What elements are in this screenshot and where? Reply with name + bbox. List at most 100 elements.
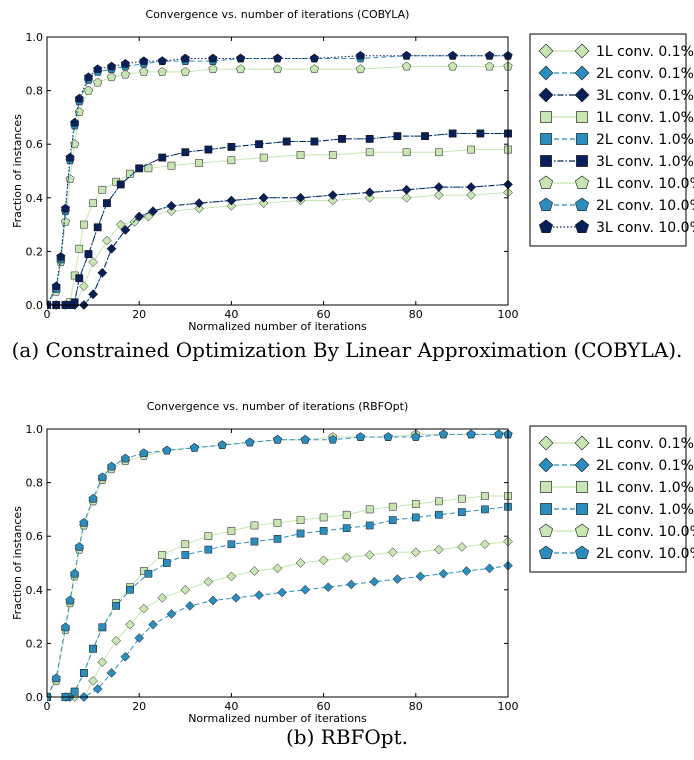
rbfopt-series-0-point	[138, 603, 149, 614]
cobyla-series-0-point	[364, 192, 375, 203]
rbfopt-xtick-label: 100	[498, 700, 519, 713]
cobyla-series-2-point	[364, 187, 375, 198]
rbfopt-ytick-label: 0.8	[26, 477, 44, 490]
cobyla-series-3-point	[167, 161, 176, 170]
cobyla-series-5-point	[338, 134, 346, 143]
rbfopt-xtick-label: 60	[317, 700, 331, 713]
cobyla-series-6-point	[236, 64, 246, 74]
rbfopt-series-0-point	[295, 558, 306, 568]
rbfopt-series-5-point	[300, 434, 310, 444]
rbfopt-ytick-label: 0.4	[26, 584, 44, 597]
rbfopt-series-3-point	[296, 529, 305, 538]
rbfopt-series-0-point	[272, 563, 283, 574]
cobyla-series-6-point	[208, 64, 218, 74]
rbfopt-series-0-point	[433, 544, 444, 555]
cobyla-xtick-label: 80	[409, 308, 423, 321]
cobyla-series-0-point	[166, 206, 177, 217]
cobyla-legend-label: 1L conv. 1.0%	[596, 110, 694, 126]
cobyla-series-2-point	[295, 192, 306, 203]
rbfopt-xtick-label: 20	[132, 700, 146, 713]
rbfopt-legend-marker	[574, 545, 590, 559]
cobyla-series-5-point	[310, 137, 319, 146]
cobyla-series-8-point	[65, 152, 75, 162]
cobyla-series-8-point	[83, 72, 94, 82]
rbfopt-series-5-point	[79, 517, 89, 527]
rbfopt-caption: (b) RBFOpt.	[286, 725, 408, 749]
rbfopt-series-5-point	[217, 440, 227, 449]
rbfopt-legend-marker	[574, 457, 590, 473]
rbfopt-series-2-point	[481, 492, 489, 500]
cobyla-series-3-line	[47, 149, 508, 306]
rbfopt-legend-marker	[538, 457, 554, 473]
rbfopt-ytick-label: 0.0	[26, 691, 44, 704]
rbfopt-legend-label: 2L conv. 10.0%	[596, 546, 694, 562]
cobyla-series-3-point	[227, 156, 236, 165]
cobyla-legend-marker	[574, 197, 590, 211]
cobyla-legend-marker	[538, 219, 554, 233]
cobyla-series-5-point	[75, 274, 84, 283]
cobyla-legend-marker	[538, 197, 554, 211]
cobyla-series-8-point	[309, 53, 319, 63]
rbfopt-series-3-point	[80, 669, 88, 677]
rbfopt-ylabel: Fraction of instances	[11, 506, 24, 620]
cobyla-series-0-point	[258, 198, 269, 209]
rbfopt-series-5-point	[411, 432, 421, 441]
rbfopt-series-0-point	[318, 555, 329, 566]
cobyla-series-8-point	[157, 56, 167, 66]
cobyla-xtick-label: 100	[498, 308, 519, 321]
cobyla-series-3-point	[296, 151, 305, 159]
cobyla-legend-marker	[574, 65, 590, 81]
rbfopt-series-2-point	[458, 494, 466, 503]
cobyla-ytick-label: 0.8	[26, 85, 44, 98]
cobyla-series-0-point	[327, 195, 338, 206]
rbfopt-series-1-point	[323, 582, 334, 592]
cobyla-series-6-point	[93, 77, 103, 87]
rbfopt-series-1-point	[392, 574, 403, 584]
rbfopt-series-5-point	[60, 622, 71, 632]
rbfopt-series-5-point	[245, 437, 255, 447]
cobyla-series-2-point	[433, 182, 444, 192]
cobyla-series-2-point	[327, 190, 338, 200]
cobyla-series-5-point	[70, 298, 79, 307]
rbfopt-series-3-point	[458, 508, 466, 516]
rbfopt-series-2-point	[342, 510, 351, 519]
rbfopt-series-2-point	[365, 505, 374, 514]
rbfopt-series-2-point	[319, 513, 328, 522]
rbfopt-legend-label: 1L conv. 0.1%	[596, 436, 694, 452]
cobyla-series-8-line	[47, 55, 508, 306]
rbfopt-legend-label: 1L conv. 10.0%	[596, 524, 694, 540]
rbfopt-series-5-point	[466, 429, 476, 439]
cobyla-series-6-point	[355, 64, 366, 74]
cobyla-series-6-point	[309, 64, 319, 74]
cobyla-xlabel: Normalized number of iterations	[188, 320, 367, 333]
rbfopt-series-3	[47, 502, 512, 701]
cobyla-series-0-point	[79, 281, 89, 292]
cobyla-series-8-point	[74, 93, 84, 103]
rbfopt-series-5-line	[47, 433, 508, 698]
cobyla-series-8-point	[93, 64, 103, 74]
rbfopt-series-5-point	[97, 472, 107, 482]
cobyla-series-2-point	[134, 211, 145, 222]
cobyla-legend-marker	[576, 111, 588, 123]
cobyla-series-2-point	[166, 200, 177, 211]
cobyla-series-5-point	[204, 145, 213, 154]
rbfopt-series-1-point	[484, 563, 495, 574]
rbfopt-series-5-point	[74, 542, 84, 551]
rbfopt-xlabel: Normalized number of iterations	[188, 712, 367, 725]
rbfopt-series-3-point	[112, 602, 120, 610]
rbfopt-series-1-point	[277, 587, 287, 598]
cobyla-legend: 1L conv. 0.1% 2L conv. 0.1% 3L conv. 0.1% 1…	[529, 33, 694, 247]
cobyla-legend-marker	[538, 43, 554, 59]
cobyla-legend-marker	[540, 111, 552, 123]
cobyla-plot-area	[47, 50, 513, 310]
rbfopt-series-1-point	[120, 651, 131, 662]
cobyla-series-0-point	[466, 190, 476, 200]
rbfopt-series-0-point	[203, 576, 214, 587]
cobyla-series-0-point	[88, 257, 98, 267]
rbfopt-series-1-point	[369, 576, 380, 587]
rbfopt-series-0-point	[97, 657, 108, 668]
cobyla-xtick-label: 40	[224, 308, 238, 321]
cobyla-series-6-point	[106, 72, 117, 82]
rbfopt-series-3-point	[126, 585, 134, 594]
cobyla-series-6-point	[180, 67, 190, 76]
